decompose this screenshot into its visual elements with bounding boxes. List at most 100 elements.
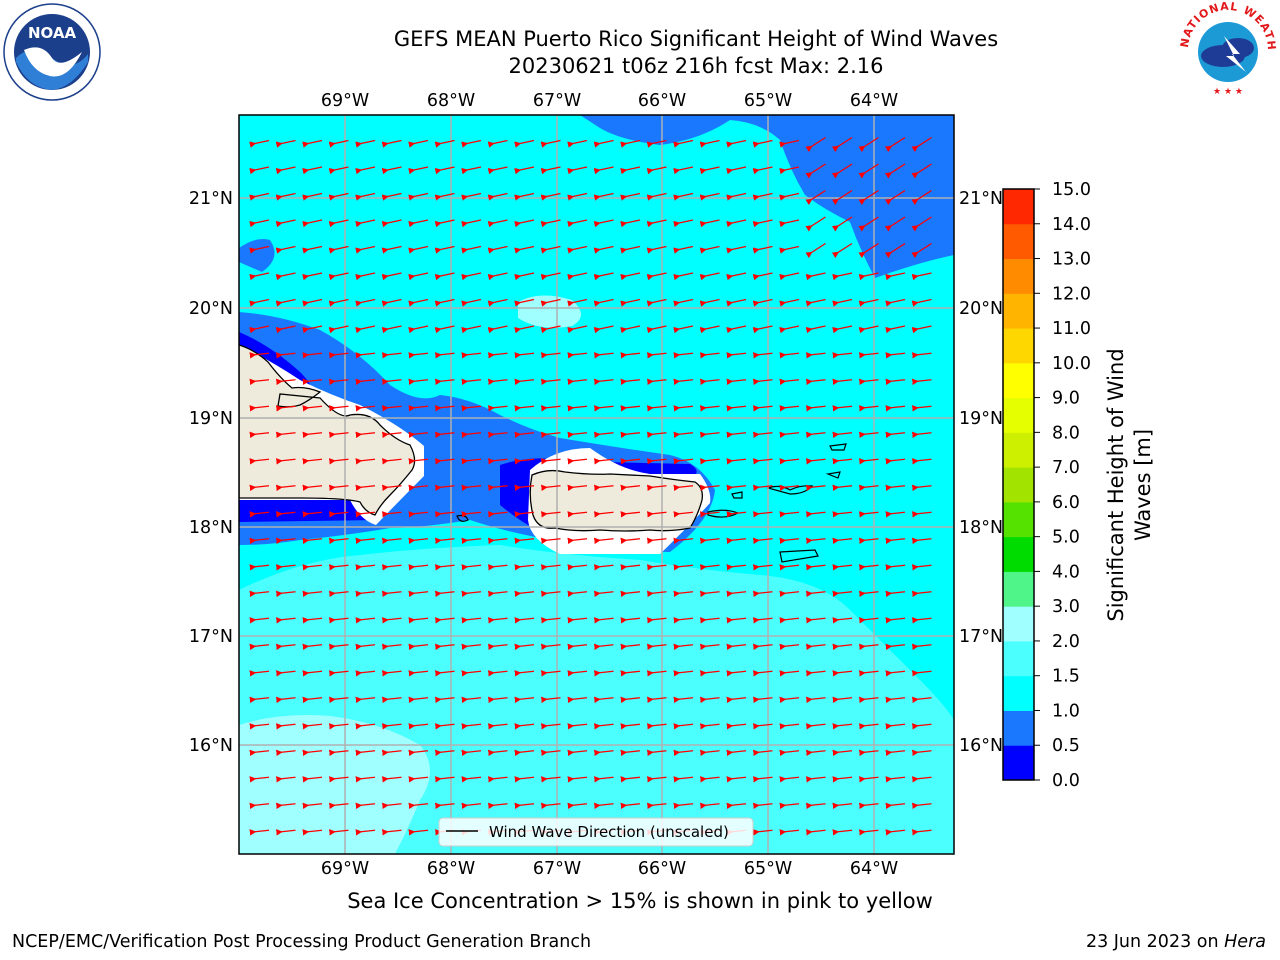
wind-wave-arrow <box>567 405 588 412</box>
wind-wave-arrow <box>699 749 720 757</box>
wind-wave-arrow <box>726 458 747 465</box>
wind-wave-arrow <box>514 537 535 545</box>
wind-wave-arrow <box>249 590 270 598</box>
wind-wave-arrow <box>381 166 402 175</box>
wind-wave-arrow <box>726 272 747 281</box>
wind-wave-arrow <box>726 405 747 412</box>
wind-wave-arrow <box>620 139 641 148</box>
wind-wave-arrow <box>885 643 906 651</box>
wind-wave-arrow <box>646 643 667 651</box>
wind-wave-arrow <box>673 802 694 810</box>
wind-wave-arrow <box>275 219 296 228</box>
wind-wave-arrow <box>911 696 932 704</box>
wind-wave-arrow <box>408 458 429 465</box>
wind-wave-arrow <box>461 272 482 281</box>
wind-wave-arrow <box>275 431 296 439</box>
wind-wave-arrow <box>249 378 270 386</box>
wind-wave-arrow <box>514 245 535 254</box>
wind-wave-arrow <box>832 405 853 412</box>
wind-wave-arrow <box>514 564 535 571</box>
colorbar-tick-label: 8.0 <box>1052 423 1080 443</box>
wind-wave-arrow <box>646 166 667 175</box>
wind-wave-arrow <box>885 405 906 412</box>
wind-wave-arrow <box>408 139 429 148</box>
wind-wave-arrow <box>779 776 800 783</box>
wind-wave-arrow <box>461 458 482 465</box>
wind-wave-arrow <box>381 219 402 228</box>
wind-wave-arrow <box>567 723 588 730</box>
wind-wave-arrow <box>355 590 376 598</box>
wind-wave-arrow <box>434 405 455 412</box>
wind-wave-arrow <box>726 511 747 518</box>
wind-wave-arrow <box>567 219 588 228</box>
wind-wave-arrow <box>752 245 773 254</box>
wind-wave-arrow <box>540 643 561 651</box>
wind-wave-arrow <box>381 643 402 651</box>
wind-wave-arrow <box>911 670 932 677</box>
wind-wave-arrow <box>408 272 429 281</box>
wind-wave-arrow <box>831 136 853 153</box>
wind-wave-arrow <box>858 325 879 334</box>
wind-wave-arrow <box>593 272 614 281</box>
wind-wave-arrow <box>408 378 429 386</box>
wind-wave-arrow <box>699 245 720 254</box>
wind-wave-arrow <box>487 590 508 598</box>
wind-wave-arrow <box>514 590 535 598</box>
lat-label-right-21n: 21°N <box>959 189 1003 209</box>
wind-wave-arrow <box>540 298 561 307</box>
wind-wave-arrow <box>381 564 402 571</box>
wind-wave-arrow <box>885 511 906 518</box>
wind-wave-arrow <box>646 139 667 148</box>
wind-wave-arrow <box>514 378 535 386</box>
wind-wave-arrow <box>911 325 932 334</box>
wind-wave-arrow <box>434 352 455 359</box>
wind-wave-arrow <box>355 272 376 281</box>
wind-wave-arrow <box>620 696 641 704</box>
wind-wave-arrow <box>593 192 614 201</box>
wind-wave-arrow <box>514 749 535 757</box>
wind-wave-arrow <box>911 723 932 730</box>
lon-label-top-69w: 69°W <box>321 91 369 111</box>
wind-wave-arrow <box>567 484 588 492</box>
wind-wave-arrow <box>620 776 641 783</box>
wind-wave-arrow <box>911 537 932 545</box>
lat-label-left-16n: 16°N <box>189 736 233 756</box>
wind-wave-arrow <box>593 617 614 624</box>
wind-wave-arrow <box>858 564 879 571</box>
wind-wave-arrow <box>858 537 879 545</box>
wind-wave-arrow <box>832 696 853 704</box>
wind-wave-arrow <box>381 617 402 624</box>
wind-wave-arrow <box>328 696 349 704</box>
wind-wave-arrow <box>302 723 323 730</box>
wind-wave-arrow <box>434 749 455 757</box>
wind-wave-arrow <box>461 749 482 757</box>
wind-wave-arrow <box>805 617 826 624</box>
wind-wave-arrow <box>805 163 826 179</box>
colorbar-swatch <box>1003 501 1034 538</box>
wind-wave-arrow <box>805 242 826 259</box>
lat-label-right-19n: 19°N <box>959 409 1003 429</box>
wind-wave-arrow <box>275 458 296 465</box>
wind-wave-arrow <box>779 696 800 704</box>
wind-wave-arrow <box>858 242 879 259</box>
wind-wave-arrow <box>540 352 561 359</box>
wind-wave-arrow <box>408 431 429 439</box>
wind-wave-arrow <box>726 431 747 439</box>
wind-wave-arrow <box>434 166 455 175</box>
wind-wave-arrow <box>540 405 561 412</box>
wind-wave-arrow <box>302 166 323 175</box>
wind-wave-arrow <box>646 352 667 359</box>
wind-wave-arrow <box>328 458 349 465</box>
wind-wave-arrow <box>858 829 879 836</box>
wind-wave-arrow <box>567 564 588 571</box>
wind-wave-arrow <box>328 829 349 836</box>
wind-wave-arrow <box>699 139 720 148</box>
wind-wave-arrow <box>355 431 376 439</box>
wind-wave-arrow <box>355 670 376 677</box>
colorbar-tick-label: 4.0 <box>1052 562 1080 582</box>
wind-wave-arrow <box>699 378 720 386</box>
wind-wave-arrow <box>328 617 349 624</box>
wind-wave-arrow <box>646 272 667 281</box>
wind-wave-arrow <box>831 242 853 259</box>
wind-wave-arrow <box>514 511 535 518</box>
